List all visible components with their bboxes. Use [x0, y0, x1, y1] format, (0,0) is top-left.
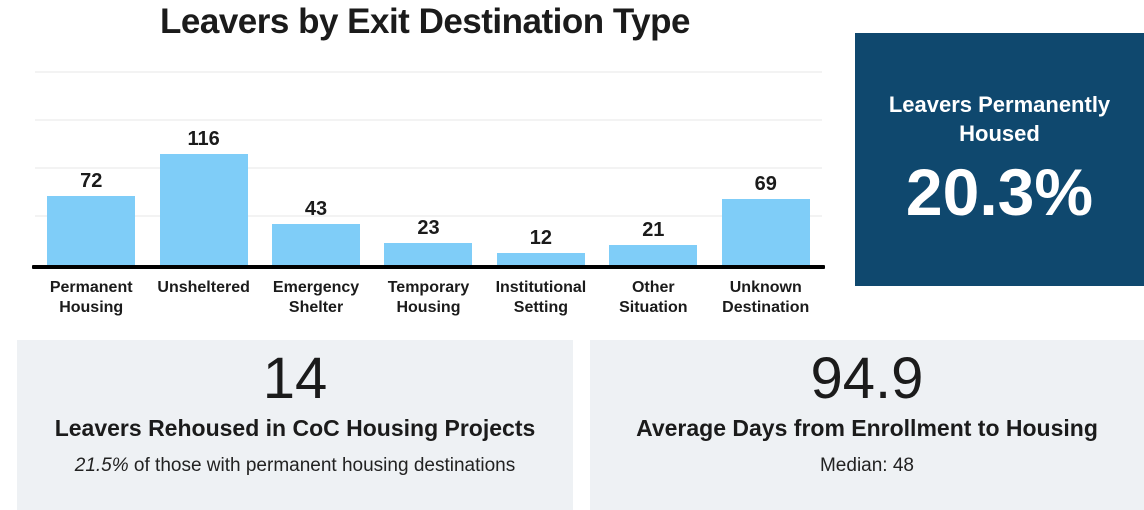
bar-institutional-setting[interactable]	[496, 253, 585, 265]
category-label-unsheltered: Unsheltered	[157, 279, 250, 296]
bar-permanent-housing[interactable]	[47, 196, 136, 265]
category-label-permanent-housing: Permanent Housing	[49, 279, 133, 316]
gridline	[35, 119, 822, 121]
card-rehoused-label: Leavers Rehoused in CoC Housing Projects	[54, 414, 536, 441]
bar-temporary-housing[interactable]	[384, 243, 473, 265]
gridline	[35, 167, 822, 169]
card-rehoused-note: 21.5% of those with permanent housing de…	[17, 455, 573, 477]
bars-row: 72 116 43 23 12 21 69	[35, 73, 822, 265]
bar-column-other-situation: 21	[597, 219, 709, 265]
bar-column-permanent-housing: 72	[35, 170, 147, 265]
x-axis-labels: Permanent Housing Unsheltered Emergency Sh…	[35, 278, 822, 318]
gridline	[35, 215, 822, 217]
bar-value-label: 72	[80, 170, 103, 192]
chart-title: Leavers by Exit Destination Type	[160, 2, 690, 41]
category-label-temporary-housing: Temporary Housing	[387, 279, 470, 316]
bar-unsheltered[interactable]	[159, 154, 248, 265]
bar-column-institutional-setting: 12	[485, 227, 597, 265]
bar-value-label: 12	[529, 227, 553, 249]
kpi-label: Leavers Permanently Housed	[888, 92, 1111, 146]
card-average-days: 94.9 Average Days from Enrollment to Hou…	[590, 340, 1144, 510]
bar-other-situation[interactable]	[609, 245, 698, 265]
bar-value-label: 116	[187, 128, 220, 150]
category-label-emergency-shelter: Emergency Shelter	[272, 279, 360, 316]
plot-area: 72 116 43 23 12 21 69	[32, 69, 825, 269]
bar-chart: 72 116 43 23 12 21 69 Permanent Housing Unshelt…	[32, 69, 825, 318]
bar-column-unsheltered: 116	[147, 128, 259, 265]
category-label-unknown-destination: Unknown Destination	[722, 279, 810, 316]
category-label-institutional-setting: Institutional Setting	[495, 279, 587, 316]
bar-column-temporary-housing: 23	[372, 217, 484, 265]
kpi-leavers-permanently-housed: Leavers Permanently Housed 20.3%	[855, 33, 1144, 286]
card-rehoused-note-rest: of those with permanent housing destinat…	[128, 454, 516, 476]
bar-value-label: 23	[417, 217, 440, 239]
bar-emergency-shelter[interactable]	[272, 224, 361, 265]
card-avgdays-note: Median: 48	[819, 454, 914, 476]
bar-unknown-destination[interactable]	[721, 199, 810, 265]
bar-value-label: 21	[642, 219, 665, 241]
bar-value-label: 69	[754, 173, 777, 195]
bar-column-emergency-shelter: 43	[260, 198, 372, 265]
kpi-value: 20.3%	[905, 155, 1094, 230]
x-axis-line	[32, 265, 825, 269]
card-rehoused-value: 14	[262, 346, 328, 411]
gridline	[35, 71, 822, 73]
card-leavers-rehoused: 14 Leavers Rehoused in CoC Housing Proje…	[17, 340, 573, 510]
bar-column-unknown-destination: 69	[710, 173, 822, 265]
card-avgdays-label: Average Days from Enrollment to Housing	[636, 414, 1098, 441]
card-rehoused-note-percent: 21.5%	[74, 454, 129, 476]
bar-value-label: 43	[304, 198, 328, 220]
card-avgdays-value: 94.9	[810, 346, 924, 411]
category-label-other-situation: Other Situation	[619, 279, 688, 316]
